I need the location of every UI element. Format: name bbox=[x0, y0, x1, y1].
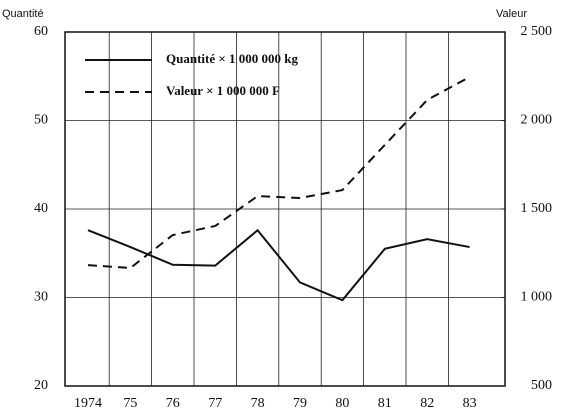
data-line bbox=[87, 76, 471, 269]
y2-tick-label: 500 bbox=[531, 378, 552, 393]
y-tick-label: 30 bbox=[34, 290, 48, 305]
x-tick-label: 76 bbox=[166, 396, 180, 411]
y2-tick-label: 1 500 bbox=[521, 201, 553, 216]
y2-tick-label: 1 000 bbox=[521, 290, 553, 305]
legend-label: Valeur × 1 000 000 F bbox=[166, 83, 280, 98]
x-tick-label: 75 bbox=[123, 396, 137, 411]
y2-tick-label: 2 000 bbox=[521, 113, 553, 128]
data-line bbox=[87, 228, 470, 302]
y-tick-label: 60 bbox=[34, 24, 48, 39]
y-tick-label: 20 bbox=[34, 378, 48, 393]
x-tick-label: 77 bbox=[208, 396, 222, 411]
x-tick-label: 1974 bbox=[74, 396, 102, 411]
x-tick-label: 80 bbox=[335, 396, 349, 411]
y2-axis-label: Valeur bbox=[496, 8, 527, 20]
y2-tick-label: 2 500 bbox=[521, 24, 553, 39]
x-tick-label: 83 bbox=[463, 396, 477, 411]
x-tick-label: 78 bbox=[251, 396, 265, 411]
x-tick-label: 79 bbox=[293, 396, 307, 411]
x-tick-label: 82 bbox=[420, 396, 434, 411]
x-tick-label: 81 bbox=[378, 396, 392, 411]
y-tick-label: 50 bbox=[34, 113, 48, 128]
plot-frame bbox=[64, 31, 506, 387]
y-axis-label: Quantité bbox=[2, 8, 44, 20]
y-tick-label: 40 bbox=[34, 201, 48, 216]
legend-label: Quantité × 1 000 000 kg bbox=[166, 51, 298, 66]
